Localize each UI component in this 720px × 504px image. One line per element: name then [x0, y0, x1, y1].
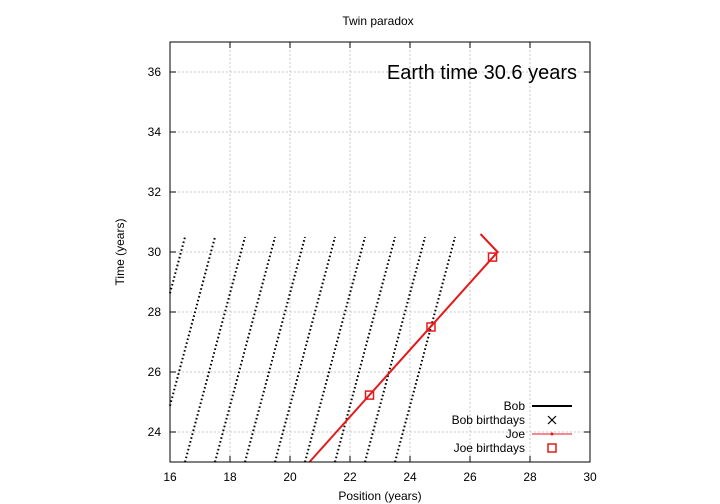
bob-worldline: [394, 236, 456, 463]
legend-swatch-bob-birthdays: [547, 415, 557, 425]
y-tick-label: 32: [148, 185, 162, 199]
legend-label: Bob: [504, 399, 526, 413]
joe-birthday-marker: [487, 252, 498, 262]
bob-worldline: [304, 236, 366, 463]
chart-title: Twin paradox: [342, 14, 413, 28]
joe-birthday-marker: [364, 390, 375, 400]
y-tick-label: 26: [148, 365, 162, 379]
y-tick-label: 28: [148, 305, 162, 319]
bob-worldline: [214, 236, 276, 463]
legend-swatch-joe-dot: [550, 432, 554, 436]
y-axis-label: Time (years): [113, 219, 127, 286]
joe-birthday-marker: [426, 322, 436, 332]
y-tick-label: 34: [148, 125, 162, 139]
bob-worldline: [169, 236, 186, 294]
plot-frame: [169, 41, 591, 463]
x-tick-label: 24: [403, 470, 417, 484]
bob-worldline: [169, 236, 216, 407]
x-tick-label: 18: [223, 470, 237, 484]
x-tick-label: 30: [583, 470, 597, 484]
axis-ticks: 16 18 20 22 24 26 28 30 24 26 28 30 32 34 36: [148, 42, 597, 484]
x-tick-label: 22: [343, 470, 357, 484]
joe-path: [308, 233, 499, 463]
legend-label: Bob birthdays: [452, 413, 525, 427]
legend-label: Joe birthdays: [454, 441, 525, 455]
y-tick-label: 36: [148, 65, 162, 79]
joe-worldline: [308, 233, 499, 463]
grid: [170, 42, 590, 462]
y-tick-label: 24: [148, 425, 162, 439]
y-tick-label: 30: [148, 245, 162, 259]
x-tick-label: 26: [463, 470, 477, 484]
bob-worldline: [334, 236, 396, 463]
x-tick-label: 16: [163, 470, 177, 484]
earth-time-annotation: Earth time 30.6 years: [387, 62, 577, 84]
legend-label: Joe: [506, 427, 526, 441]
bob-worldline: [244, 236, 306, 463]
bob-worldline: [184, 236, 246, 463]
bob-worldline: [364, 236, 426, 463]
x-tick-label: 20: [283, 470, 297, 484]
bob-worldlines: [169, 236, 456, 463]
x-axis-label: Position (years): [338, 489, 421, 503]
x-tick-label: 28: [523, 470, 537, 484]
bob-worldline: [274, 236, 336, 463]
legend-swatch-joe-birthdays: [547, 443, 557, 453]
joe-birthday-markers: [364, 252, 498, 400]
